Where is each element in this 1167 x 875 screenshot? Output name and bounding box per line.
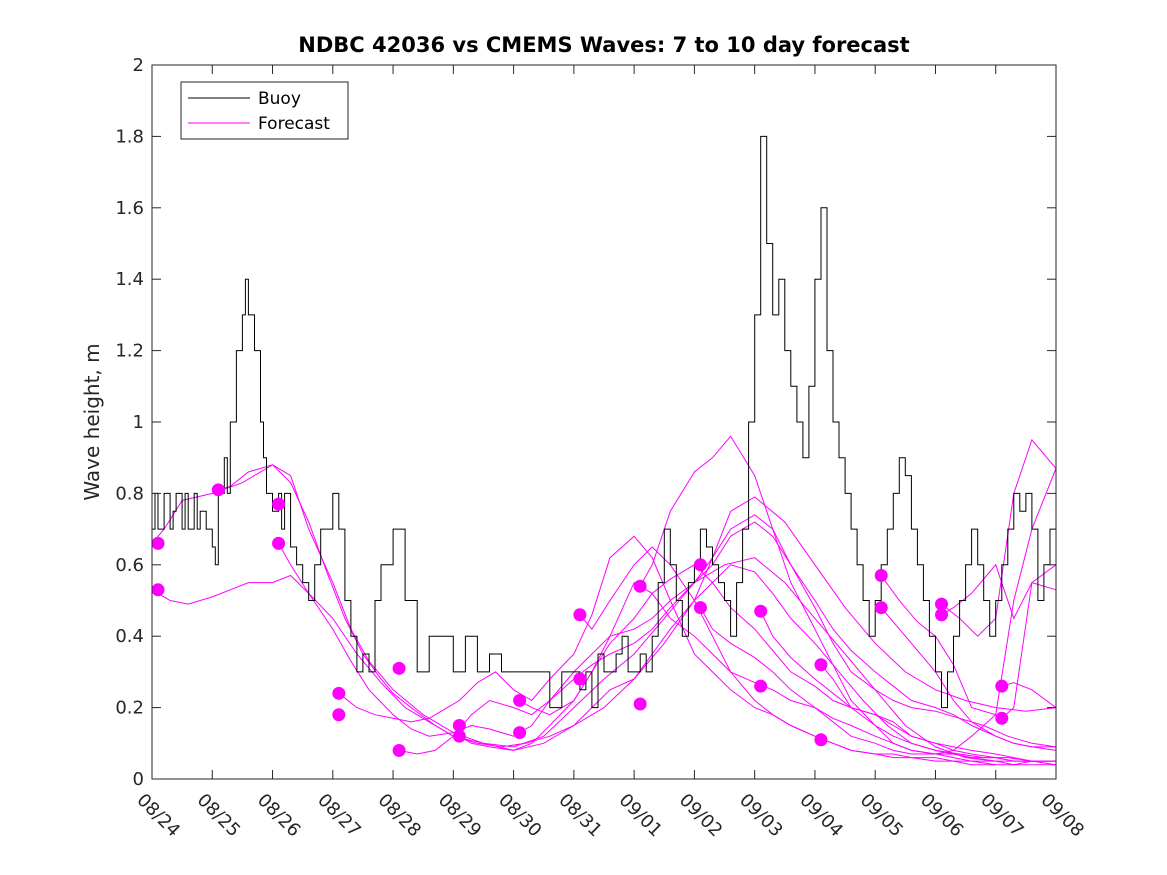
forecast-start-marker bbox=[272, 536, 286, 550]
forecast-line-13 bbox=[880, 607, 1056, 748]
forecast-start-marker bbox=[995, 711, 1009, 725]
forecast-start-marker bbox=[693, 601, 707, 615]
buoy-line bbox=[152, 135, 1057, 709]
forecast-start-marker bbox=[272, 497, 286, 511]
y-tick-label: 1.6 bbox=[115, 198, 144, 219]
y-tick-label: 1.4 bbox=[115, 269, 144, 290]
forecast-line-9 bbox=[639, 435, 1056, 762]
y-tick-label: 2 bbox=[133, 55, 144, 76]
forecast-start-marker bbox=[392, 743, 406, 757]
series-layer bbox=[151, 135, 1057, 766]
legend-label-buoy: Buoy bbox=[258, 89, 301, 109]
y-tick-label: 0.4 bbox=[115, 626, 144, 647]
y-tick-label: 0.2 bbox=[115, 698, 144, 719]
forecast-line-1 bbox=[151, 464, 996, 762]
y-axis-label: Wave height, m bbox=[80, 343, 104, 500]
forecast-line-12 bbox=[820, 664, 1056, 762]
forecast-start-marker bbox=[814, 733, 828, 747]
forecast-start-marker bbox=[151, 583, 165, 597]
chart-title: NDBC 42036 vs CMEMS Waves: 7 to 10 day f… bbox=[298, 33, 909, 57]
forecast-start-marker bbox=[633, 697, 647, 711]
forecast-start-marker bbox=[633, 579, 647, 593]
forecast-start-marker bbox=[934, 597, 948, 611]
forecast-start-marker bbox=[332, 708, 346, 722]
legend-label-forecast: Forecast bbox=[258, 114, 330, 134]
forecast-start-marker bbox=[754, 679, 768, 693]
forecast-start-marker bbox=[874, 569, 888, 583]
forecast-start-marker bbox=[211, 483, 225, 497]
forecast-line-5 bbox=[399, 521, 1057, 755]
forecast-start-marker bbox=[332, 686, 346, 700]
legend-box bbox=[180, 81, 349, 140]
forecast-line-8 bbox=[579, 546, 996, 766]
y-tick-label: 1.8 bbox=[115, 126, 144, 147]
y-tick-label: 0.6 bbox=[115, 555, 144, 576]
forecast-start-marker bbox=[934, 608, 948, 622]
forecast-line-6 bbox=[459, 564, 1056, 762]
y-axis: 0 0.2 0.4 0.6 0.8 1 1.2 1.4 1.6 1.8 2 bbox=[115, 55, 1056, 790]
y-tick-label: 0.8 bbox=[115, 483, 144, 504]
forecast-start-marker bbox=[452, 718, 466, 732]
forecast-line-11 bbox=[760, 610, 1057, 766]
forecast-start-marker bbox=[814, 658, 828, 672]
forecast-start-marker bbox=[573, 608, 587, 622]
forecast-start-marker bbox=[754, 604, 768, 618]
forecast-start-marker bbox=[513, 693, 527, 707]
forecast-start-marker bbox=[693, 558, 707, 572]
legend: Buoy Forecast bbox=[180, 81, 349, 140]
marker-layer bbox=[151, 483, 1009, 757]
forecast-line-14 bbox=[880, 468, 1057, 716]
forecast-start-marker bbox=[573, 672, 587, 686]
forecast-start-marker bbox=[392, 661, 406, 675]
y-tick-label: 1 bbox=[133, 412, 144, 433]
forecast-start-marker bbox=[874, 601, 888, 615]
y-tick-label: 0 bbox=[133, 769, 144, 790]
y-tick-label: 1.2 bbox=[115, 341, 144, 362]
forecast-start-marker bbox=[513, 726, 527, 740]
forecast-start-marker bbox=[151, 536, 165, 550]
forecast-start-marker bbox=[995, 679, 1009, 693]
forecast-start-marker bbox=[452, 729, 466, 743]
